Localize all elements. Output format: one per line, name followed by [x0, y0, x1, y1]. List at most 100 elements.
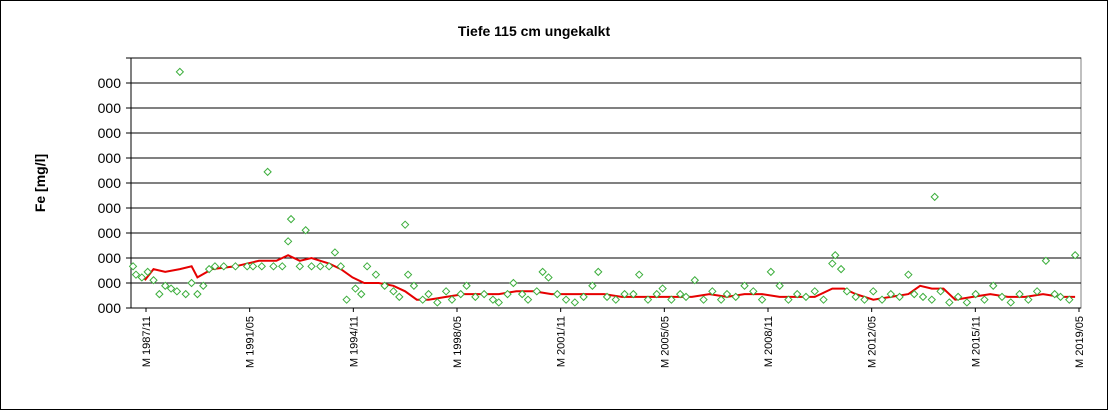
- data-point: [930, 192, 939, 202]
- data-point: [1006, 298, 1015, 307]
- y-tick-label: 000: [98, 100, 122, 116]
- data-point: [447, 295, 457, 304]
- x-tick-label: M 1994/11: [348, 316, 360, 367]
- data-point: [418, 295, 427, 304]
- data-point: [269, 262, 278, 271]
- data-point: [667, 295, 676, 304]
- data-point: [131, 270, 141, 279]
- data-point: [579, 292, 588, 302]
- data-point: [690, 276, 700, 285]
- data-point: [263, 167, 272, 177]
- data-point: [219, 262, 228, 271]
- data-point: [784, 295, 793, 304]
- data-point: [503, 289, 512, 299]
- data-point: [766, 267, 776, 277]
- y-tick-label: 000: [98, 225, 122, 241]
- data-point: [971, 289, 980, 299]
- data-point: [155, 289, 164, 299]
- chart-title: Tiefe 115 cm ungekalkt: [458, 23, 611, 39]
- data-point: [199, 281, 208, 290]
- data-point: [635, 270, 644, 279]
- data-point: [740, 281, 749, 290]
- data-point: [509, 278, 518, 288]
- data-point: [801, 292, 811, 302]
- data-point: [295, 262, 305, 271]
- data-point: [471, 292, 480, 302]
- x-tick-label: M 2019/05: [1074, 316, 1086, 368]
- data-point: [953, 292, 963, 302]
- x-tick-label: M 1998/05: [452, 316, 464, 368]
- data-point: [351, 284, 360, 293]
- data-point: [424, 289, 433, 299]
- data-point: [594, 267, 603, 277]
- data-point: [231, 262, 240, 271]
- data-point: [775, 281, 784, 290]
- y-tick-label: 000: [98, 75, 122, 91]
- data-point: [602, 292, 612, 302]
- y-tick-label: 000: [98, 300, 122, 316]
- data-point: [128, 262, 138, 271]
- data-point: [910, 289, 919, 299]
- y-tick-label: 000: [98, 275, 122, 291]
- data-point: [836, 264, 846, 274]
- x-tick-label: M 1991/05: [245, 316, 257, 368]
- data-point: [248, 262, 258, 271]
- data-point: [927, 295, 936, 304]
- data-point: [611, 295, 621, 304]
- data-point: [283, 237, 293, 246]
- data-point: [187, 278, 196, 288]
- data-point: [532, 287, 542, 296]
- data-point: [561, 295, 571, 304]
- data-point: [1032, 287, 1042, 296]
- data-point: [172, 287, 182, 296]
- data-point: [643, 295, 653, 304]
- data-point: [945, 298, 954, 307]
- data-point: [257, 262, 266, 271]
- data-point: [161, 281, 170, 290]
- data-point: [675, 289, 685, 299]
- data-point: [860, 295, 869, 304]
- x-tick-label: M 2012/05: [867, 316, 879, 368]
- data-point: [749, 287, 758, 296]
- data-point: [980, 295, 989, 304]
- data-point: [708, 287, 717, 296]
- data-point: [395, 292, 404, 302]
- y-axis-label: Fe [mg/l]: [32, 154, 48, 212]
- data-point: [403, 270, 413, 279]
- data-point: [400, 220, 410, 229]
- data-point: [553, 289, 562, 299]
- data-point: [301, 226, 310, 235]
- data-point: [371, 270, 381, 279]
- y-tick-label: 000: [98, 125, 122, 141]
- data-point: [307, 262, 316, 271]
- data-point: [652, 289, 661, 299]
- data-point: [242, 262, 252, 271]
- data-point: [204, 264, 214, 274]
- data-point: [757, 295, 767, 304]
- data-point: [629, 289, 638, 299]
- data-point: [918, 292, 928, 302]
- data-point: [193, 289, 202, 299]
- data-point: [997, 292, 1007, 302]
- data-point: [210, 262, 220, 271]
- data-point: [1041, 256, 1051, 265]
- data-point: [731, 292, 740, 302]
- data-point: [143, 267, 152, 277]
- y-tick-label: 000: [98, 175, 122, 191]
- data-point: [441, 287, 451, 296]
- data-point: [851, 292, 860, 302]
- data-point: [324, 262, 334, 271]
- data-point: [278, 262, 287, 271]
- data-point: [1015, 289, 1024, 299]
- data-point: [286, 214, 296, 224]
- data-point: [181, 289, 190, 299]
- data-point: [886, 289, 896, 299]
- data-point: [1056, 292, 1065, 302]
- x-tick-label: M 2001/11: [556, 316, 568, 367]
- data-point: [389, 287, 398, 296]
- x-tick-label: M 2015/11: [970, 316, 982, 367]
- data-point: [175, 67, 185, 77]
- data-point: [620, 289, 629, 299]
